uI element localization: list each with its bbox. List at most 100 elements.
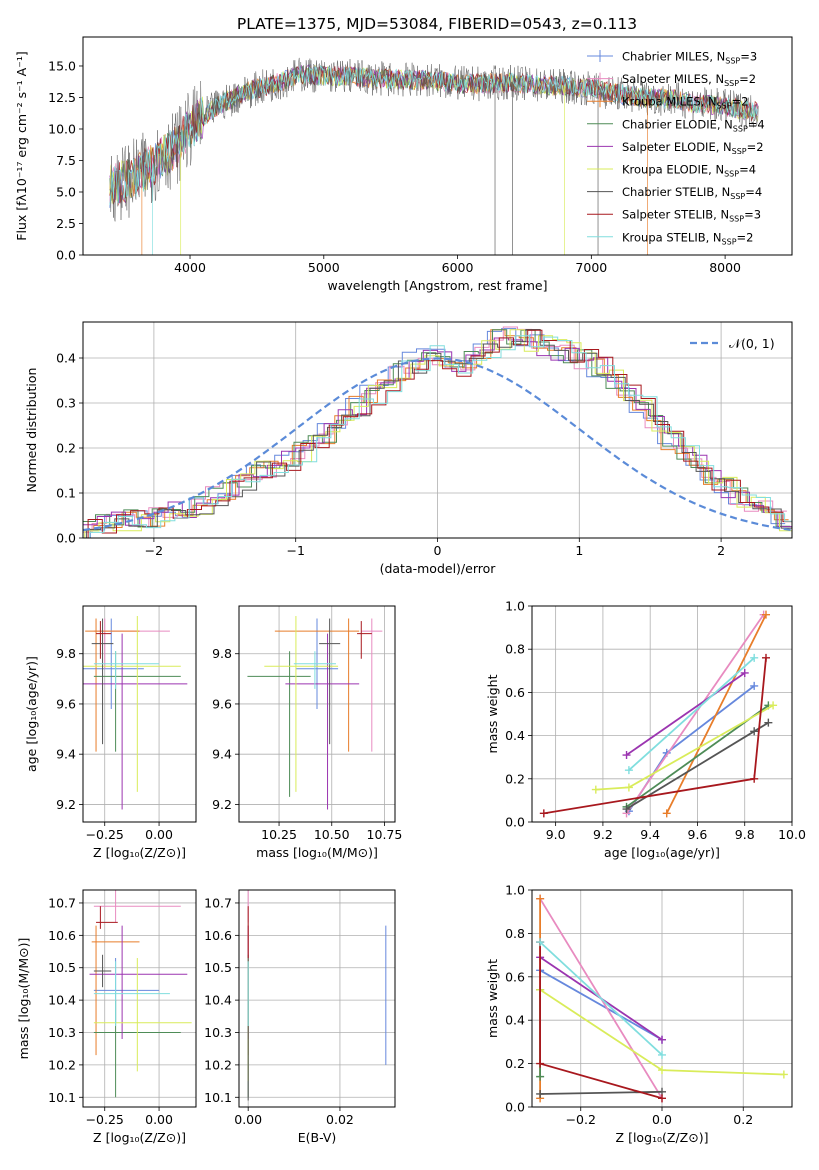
legend-label-3: Chabrier ELODIE, NSSP=4 [622, 117, 765, 133]
weight-series-0 [539, 969, 663, 1041]
weight-marker [536, 1072, 545, 1081]
axes-frame [531, 889, 793, 1108]
errorbar-point-6 [93, 954, 112, 988]
y-tick-label: 9.4 [212, 747, 232, 762]
y-axis-label: mass weight [485, 674, 500, 753]
legend-label-sub: SSP [717, 102, 732, 111]
histogram-6 [85, 329, 792, 538]
y-tick-label: 10.1 [204, 1090, 232, 1105]
x-tick-label: 10.75 [367, 827, 403, 842]
legend-label-count: =4 [748, 117, 765, 131]
y-axis-label: Normed distribution [24, 368, 39, 493]
x-tick-label: 0.02 [326, 1112, 354, 1127]
y-tick-label: 9.6 [56, 696, 76, 711]
x-tick-label: 10.25 [261, 827, 297, 842]
legend-label-count: =3 [740, 50, 757, 64]
x-axis-label: Z [log₁₀(Z/Z⊙)] [616, 1130, 709, 1145]
axes-frame [82, 36, 793, 256]
weight-marker [624, 766, 633, 775]
weight-marker [658, 1035, 666, 1044]
weight-marker [536, 894, 545, 903]
spectrum-line-1 [109, 65, 758, 204]
x-tick-label: 7000 [575, 260, 607, 275]
y-tick-label: 10.2 [48, 1057, 76, 1072]
legend-label-2: Kroupa MILES, NSSP=2 [622, 95, 748, 111]
x-axis-label: wavelength [Angstrom, rest frame] [327, 278, 547, 293]
y-tick-label: 10.4 [48, 993, 76, 1008]
x-tick-label: 6000 [442, 260, 474, 275]
y-tick-label: 0.3 [56, 396, 76, 411]
legend-label-text: Salpeter MILES, N [622, 72, 724, 86]
x-tick-label: 4000 [174, 260, 206, 275]
y-tick-label: 0.6 [505, 969, 525, 984]
y-tick-label: 10.6 [204, 928, 232, 943]
legend-label-text: Kroupa STELIB, N [622, 230, 722, 244]
legend-label-text: Kroupa MILES, N [622, 95, 717, 109]
legend-label-0: Chabrier MILES, NSSP=3 [622, 50, 757, 66]
y-tick-label: 2.5 [56, 216, 76, 231]
weight-marker [622, 751, 631, 760]
axes-frame [82, 605, 197, 823]
y-tick-label: 0.0 [505, 815, 525, 830]
y-tick-label: 0.0 [505, 1100, 525, 1115]
legend-label-sub: SSP [729, 215, 744, 224]
y-tick-label: 0.2 [505, 1056, 525, 1071]
x-tick-label: 0.00 [145, 827, 173, 842]
x-tick-label: −1 [286, 543, 304, 558]
legend-label-count: =2 [739, 72, 756, 86]
legend-label-5: Kroupa ELODIE, NSSP=4 [622, 163, 756, 179]
age-vs-metallicity-panel: −0.25 0.00 9.2 9.4 9.6 9.8 Z [log₁₀(Z/Z⊙)] age … [24, 605, 197, 860]
y-tick-label: 1.0 [505, 883, 525, 898]
y-tick-label: 0.4 [505, 728, 525, 743]
errorbar-point-2 [91, 925, 140, 1056]
histogram-8 [89, 335, 792, 538]
weight-marker [769, 701, 778, 710]
weight-marker [662, 809, 671, 818]
weight-marker [658, 1066, 666, 1075]
y-tick-label: 0.2 [56, 441, 76, 456]
errorbar-group [247, 616, 383, 810]
weight-marker [536, 1089, 545, 1098]
y-tick-label: 0.8 [505, 642, 525, 657]
x-tick-label: 9.6 [688, 827, 708, 842]
legend-label-count: =3 [744, 208, 761, 222]
weight-marker [658, 1050, 666, 1059]
x-axis-label: E(B-V) [298, 1130, 337, 1145]
x-tick-label: −0.25 [86, 827, 124, 842]
y-tick-label: 10.3 [204, 1025, 232, 1040]
weight-series-8 [539, 941, 663, 1056]
y-tick-label: 10.7 [48, 895, 76, 910]
weight-marker [536, 1059, 545, 1068]
legend-label-1: Salpeter MILES, NSSP=2 [622, 72, 756, 88]
y-tick-label: 12.5 [48, 90, 76, 105]
y-tick-label: 9.8 [212, 646, 232, 661]
errorbar-point-7 [96, 906, 118, 929]
x-tick-label: 10.50 [314, 827, 350, 842]
y-tick-label: 10.4 [204, 993, 232, 1008]
legend-label-sub: SSP [725, 57, 740, 66]
histogram-group [83, 326, 792, 538]
x-tick-label: 8000 [709, 260, 741, 275]
y-tick-label: 0.1 [56, 486, 76, 501]
legend-label-text: Salpeter ELODIE, N [622, 140, 732, 154]
x-tick-label: −2 [145, 543, 163, 558]
legend-label-count: =4 [745, 185, 762, 199]
weight-marker [591, 785, 600, 794]
legend-label-4: Salpeter ELODIE, NSSP=2 [622, 140, 764, 156]
legend-label-count: =2 [747, 140, 764, 154]
y-tick-label: 9.2 [56, 797, 76, 812]
x-tick-label: 5000 [308, 260, 340, 275]
legend-label-text: Chabrier MILES, N [622, 50, 725, 64]
x-tick-label: −0.2 [566, 1112, 596, 1127]
errorbar-point-2 [85, 618, 140, 752]
weight-series-8 [628, 657, 755, 771]
weight-lines [539, 610, 778, 818]
histogram-3 [83, 329, 791, 528]
x-tick-label: 2 [717, 543, 725, 558]
errorbar-point-8 [293, 651, 336, 689]
spectrum-lines [109, 57, 759, 255]
errorbar-point-7 [357, 621, 372, 659]
y-tick-label: 10.5 [204, 960, 232, 975]
legend-label-text: Kroupa ELODIE, N [622, 163, 724, 177]
